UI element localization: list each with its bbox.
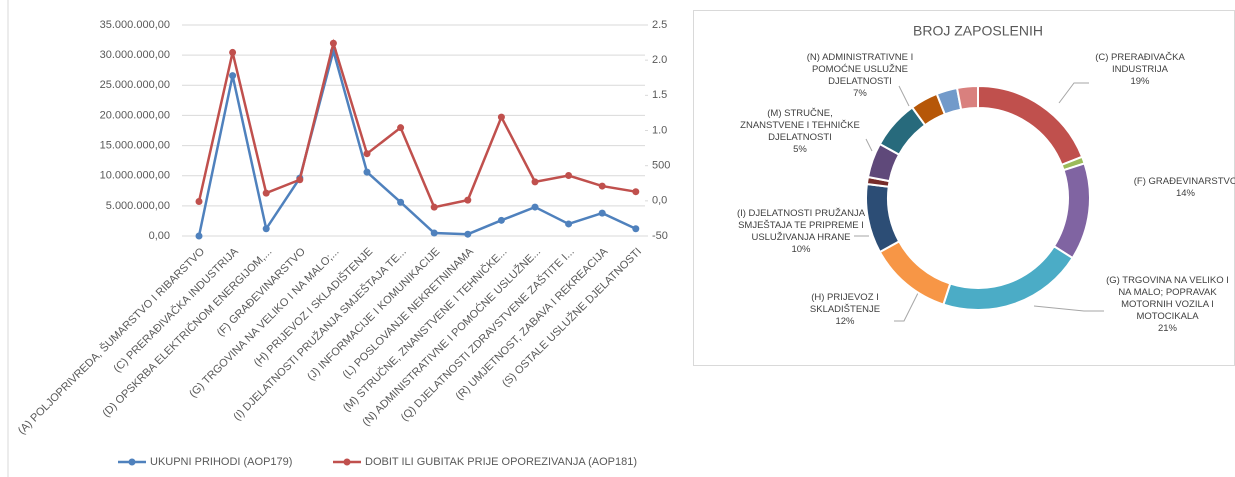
donut-slice <box>865 182 901 254</box>
series-marker <box>497 216 505 224</box>
series-marker <box>195 198 203 206</box>
series-marker <box>565 172 573 180</box>
series-marker <box>464 230 472 238</box>
slice-label: (C) PRERAĐIVAČKA INDUSTRIJA 19% <box>1085 52 1195 88</box>
slice-value: 14% <box>1175 188 1195 199</box>
series-marker <box>497 113 505 121</box>
pie-chart: BROJ ZAPOSLENIH <box>854 23 1104 322</box>
y2-tick-label: 0,0 <box>652 195 667 207</box>
donut-slice <box>1052 162 1091 260</box>
leader-lines <box>854 82 1104 322</box>
slice-name: (C) PRERAĐIVAČKA INDUSTRIJA <box>1095 52 1185 75</box>
x-tick-label: (H) PRIJEVOZ I SKLADIŠTENJE <box>251 245 375 369</box>
slice-name: (H) PRIJEVOZ I SKLADIŠTENJE <box>809 292 881 315</box>
series-marker <box>632 225 640 233</box>
donut-slice <box>955 84 979 111</box>
slice-name: (G) TRGOVINA NA VELIKO I NA MALO; POPRAV… <box>1106 275 1229 322</box>
slice-value: 21% <box>1157 323 1177 334</box>
y2-tick-label: -50 <box>652 230 668 242</box>
slice-value: 10% <box>791 244 811 255</box>
slice-label: (N) ADMINISTRATIVNE I POMOĆNE USLUŽNE DJ… <box>795 52 925 100</box>
y-tick-label: 20.000.000,00 <box>100 109 170 121</box>
series-marker <box>397 198 405 206</box>
series-marker <box>598 209 606 217</box>
slice-label: (G) TRGOVINA NA VELIKO I NA MALO; POPRAV… <box>1105 275 1230 335</box>
series-marker <box>229 72 237 80</box>
slice-label: (I) DJELATNOSTI PRUŽANJA SMJEŠTAJA TE PR… <box>736 208 866 256</box>
series-marker <box>195 232 203 240</box>
y2-tick-label: 500 <box>652 160 670 172</box>
y2-tick-label: 1.0 <box>652 124 667 136</box>
chart-title: BROJ ZAPOSLENIH <box>913 23 1043 39</box>
slice-name: (F) GRAĐEVINARSTVO <box>1133 176 1235 187</box>
series-marker <box>296 176 304 184</box>
series-marker <box>363 150 371 158</box>
legend-label: UKUPNI PRIHODI (AOP179) <box>150 456 292 468</box>
series-marker <box>329 39 337 47</box>
legend-marker <box>128 458 136 466</box>
slice-name: (M) STRUČNE, ZNANSTVENE I TEHNIČKE DJELA… <box>740 108 860 143</box>
y-tick-label: 25.000.000,00 <box>100 79 170 91</box>
slice-value: 12% <box>835 316 855 327</box>
slice-value: 7% <box>853 88 867 99</box>
series-line <box>197 38 637 209</box>
series-marker <box>531 178 539 186</box>
series-line <box>197 46 637 237</box>
y2-tick-label: 2.0 <box>652 54 667 66</box>
series-marker <box>229 48 237 56</box>
donut-slice <box>977 84 1084 167</box>
series-marker <box>632 188 640 196</box>
y-tick-label: 30.000.000,00 <box>100 49 170 61</box>
series-marker <box>262 225 270 233</box>
slice-name: (I) DJELATNOSTI PRUŽANJA SMJEŠTAJA TE PR… <box>736 208 866 243</box>
legend-label: DOBIT ILI GUBITAK PRIJE OPOREZIVANJA (AO… <box>365 456 637 468</box>
series-marker <box>464 196 472 204</box>
donut-slice <box>942 244 1074 311</box>
y-tick-label: 35.000.000,00 <box>100 19 170 31</box>
x-tick-label: (C) PRERAĐIVAČKA INDUSTRIJA <box>111 245 242 376</box>
slice-label: (F) GRAĐEVINARSTVO 14% <box>1133 176 1235 200</box>
series-marker <box>363 168 371 176</box>
slice-label: (H) PRIJEVOZ I SKLADIŠTENJE 12% <box>790 292 900 328</box>
y-tick-label: 0,00 <box>149 230 170 242</box>
series-marker <box>430 203 438 211</box>
pie-chart-frame: BROJ ZAPOSLENIH (C) PRERAĐIVAČKA INDUSTR… <box>693 10 1235 366</box>
y-tick-label: 10.000.000,00 <box>100 170 170 182</box>
series-marker <box>430 229 438 237</box>
legend-marker <box>343 458 351 466</box>
series-marker <box>598 182 606 190</box>
series-marker <box>262 189 270 197</box>
y2-tick-label: 1.5 <box>652 89 667 101</box>
series-marker <box>531 203 539 211</box>
series-marker <box>397 124 405 132</box>
y-tick-label: 15.000.000,00 <box>100 139 170 151</box>
series-marker <box>565 220 573 228</box>
y2-tick-label: 2.5 <box>652 19 667 31</box>
slice-label: (M) STRUČNE, ZNANSTVENE I TEHNIČKE DJELA… <box>740 108 860 156</box>
line-chart: 0,00 5.000.000,00 10.000.000,00 15.000.000,… <box>7 0 670 477</box>
y-tick-label: 5.000.000,00 <box>106 200 170 212</box>
slice-value: 5% <box>793 144 807 155</box>
slice-name: (N) ADMINISTRATIVNE I POMOĆNE USLUŽNE DJ… <box>806 52 914 87</box>
slice-value: 19% <box>1130 76 1150 87</box>
